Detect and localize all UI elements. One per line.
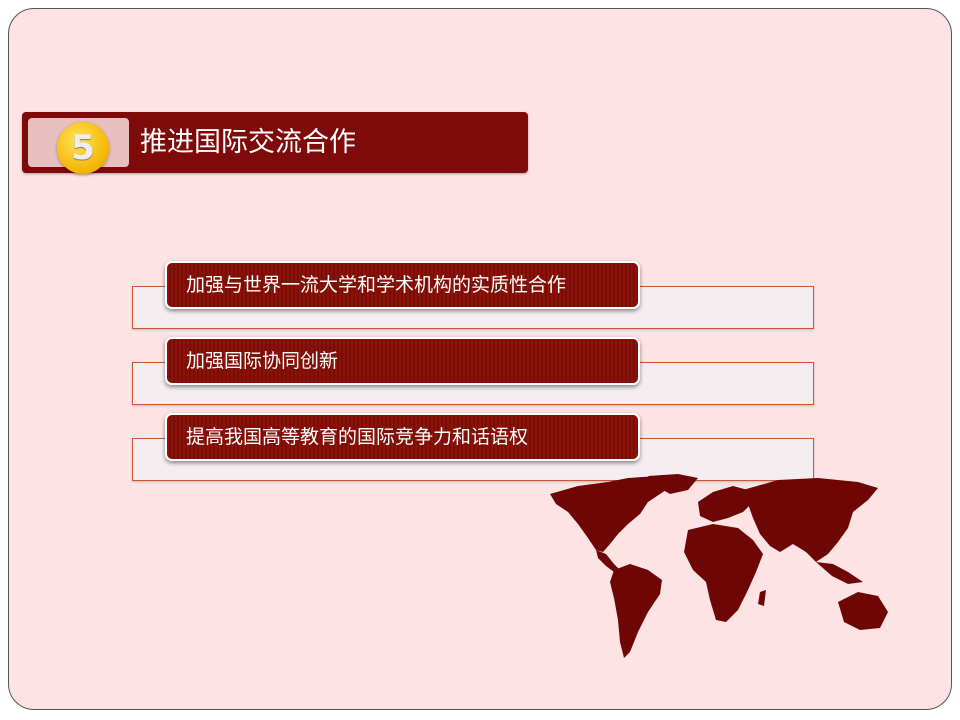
- number-box: 5: [28, 118, 129, 174]
- asia: [743, 478, 878, 562]
- north-america: [550, 476, 673, 552]
- item-label-3: 提高我国高等教育的国际竞争力和话语权: [165, 413, 640, 461]
- europe: [698, 486, 753, 522]
- madagascar: [758, 590, 766, 606]
- africa: [684, 524, 763, 622]
- world-map-icon: [550, 474, 888, 658]
- section-title: 推进国际交流合作: [140, 127, 356, 158]
- item-label-2: 加强国际协同创新: [165, 337, 640, 385]
- australia: [838, 592, 888, 630]
- item-label-1: 加强与世界一流大学和学术机构的实质性合作: [165, 261, 640, 309]
- southeast-asia: [816, 562, 863, 584]
- south-america: [610, 564, 662, 658]
- central-america: [596, 550, 620, 572]
- number-badge: 5: [57, 122, 109, 174]
- greenland: [648, 474, 698, 494]
- section-title-bar: 5 推进国际交流合作: [22, 112, 528, 174]
